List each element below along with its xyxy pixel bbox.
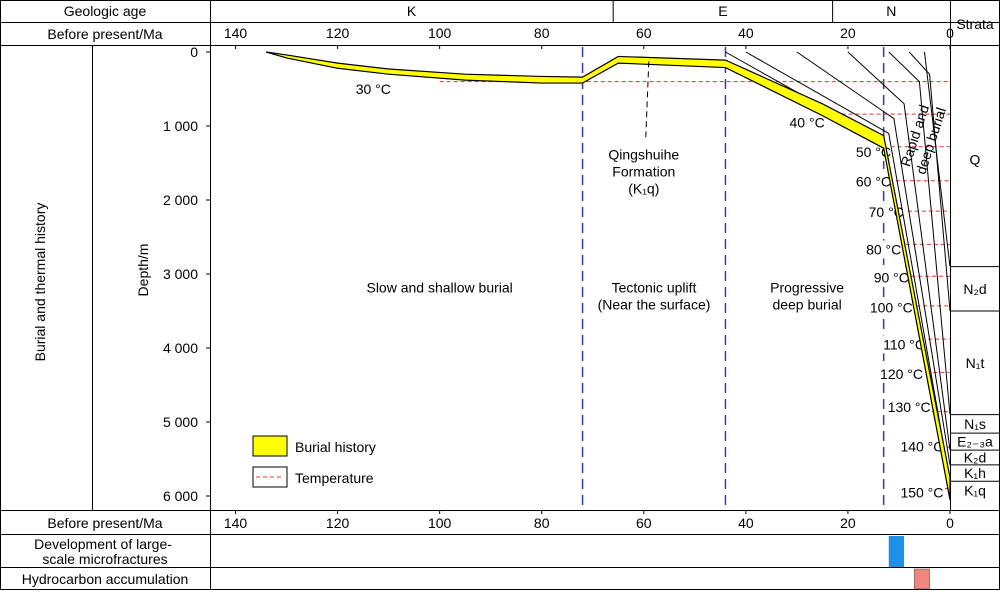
legend-temperature-label: Temperature [295,470,374,486]
isotherm-label: 120 °C [880,366,923,382]
isotherm-label: 100 °C [870,299,913,315]
isotherm-label: 110 °C [883,336,925,352]
x-tick-label-bottom: 100 [428,515,452,531]
y-tick-label: 1 000 [163,118,198,134]
x-tick-label-top: 0 [946,25,954,41]
isotherm-label-bg [354,80,392,98]
x-tick-label-top: 60 [636,25,652,41]
x-tick-label-top: 40 [738,25,754,41]
strata-label: K₁q [964,482,986,498]
annotation-line: Qingshuihe [608,146,679,162]
strata-label: N₁t [966,355,985,371]
x-tick-label-bottom: 60 [636,515,652,531]
period-label-E: E [718,3,727,19]
stage-label-line: Slow and shallow burial [366,280,512,296]
x-tick-label-top: 80 [534,25,550,41]
y-tick-label: 6 000 [163,488,198,504]
isochron-line [888,51,951,415]
y-tick-label: 4 000 [163,340,198,356]
x-tick-label-bottom: 140 [224,515,248,531]
x-tick-label-top: 120 [326,25,350,41]
legend-burial-swatch [252,435,288,457]
legend-burial-label: Burial history [295,439,376,455]
legend: Burial history Temperature [252,435,376,488]
stage-label-line: Tectonic uplift [612,280,697,296]
hydrocarbon-bar [914,568,930,590]
y-tick-label: 5 000 [163,414,198,430]
isotherm-label: 80 °C [866,242,901,258]
plot-area: K E N 140 140 120 120 100 100 80 80 60 60 40 40 20 20 0 0 0… [163,0,1000,590]
row-title: Burial and thermal history [32,203,48,362]
burial-history-band [265,51,951,500]
isochron-line [908,51,951,312]
stage-label-line: Progressive [770,280,844,296]
isochron-line [796,51,951,466]
y-tick-label: 3 000 [163,266,198,282]
before-present-label-top: Before present/Ma [47,26,162,42]
isotherm-label: 60 °C [856,174,891,190]
x-tick-label-top: 20 [840,25,856,41]
y-tick-label: 2 000 [163,192,198,208]
x-tick-label-bottom: 40 [738,515,754,531]
x-tick-label-bottom: 0 [946,515,954,531]
period-label-N: N [886,3,896,19]
isotherm-label-bg [788,113,826,132]
microfractures-label-line2: scale microfractures [42,551,167,567]
strata-label: Q [970,151,981,167]
isotherm-label-bg [886,398,932,417]
strata-label: K₁h [964,465,986,481]
isotherm-label: 30 °C [356,81,391,97]
hydrocarbon-label: Hydrocarbon accumulation [22,571,189,587]
annotation-line: Formation [612,163,675,179]
isotherm-label-bg [899,437,945,456]
isotherm-label-bg [865,240,903,259]
x-tick-label-bottom: 80 [534,515,550,531]
before-present-label-bottom: Before present/Ma [47,515,162,531]
geologic-age-label: Geologic age [64,3,147,19]
strata-header: Strata [956,16,994,32]
y-tick-label: 0 [190,44,198,60]
isotherm-label: 40 °C [790,114,825,130]
microfractures-label-line1: Development of large- [34,536,172,552]
isotherm-label-bg [879,364,925,383]
stage-label-line: deep burial [772,297,841,313]
isochron-line [745,51,951,482]
isochron-line [923,51,951,267]
stage-label-2: Tectonic uplift(Near the surface) [598,280,711,313]
microfractures-label: Development of large- scale microfractur… [34,536,176,567]
microfractures-bar [888,536,905,567]
isotherm-label-bg [854,172,893,191]
strata-label: K₂d [964,450,987,466]
x-tick-label-bottom: 120 [326,515,350,531]
strata-label: N₁s [964,416,986,432]
isotherm-label: 150 °C [900,484,943,500]
stage-label-1: Slow and shallow burial [366,280,512,296]
isotherm-label-bg [872,268,910,287]
x-tick-label-top: 100 [428,25,452,41]
x-tick-label-bottom: 20 [840,515,856,531]
isochron-line [847,51,951,451]
isotherm-label-bg [899,483,945,502]
y-axis-title: Depth/m [135,244,151,297]
isotherm-label-bg [868,298,914,317]
isotherm-label: 130 °C [888,399,931,415]
isotherm-label: 140 °C [900,438,943,454]
annotation-line: (K₁q) [628,180,659,196]
strata-label: N₂d [963,281,986,297]
x-tick-label-top: 140 [224,25,248,41]
stage-label-line: (Near the surface) [598,297,711,313]
isotherm-label: 90 °C [874,270,909,286]
period-label-K: K [407,3,417,19]
isotherm-label-bg [882,335,927,354]
annotation-leader [645,59,650,138]
strata-label: E₂₋₃a [957,434,993,450]
